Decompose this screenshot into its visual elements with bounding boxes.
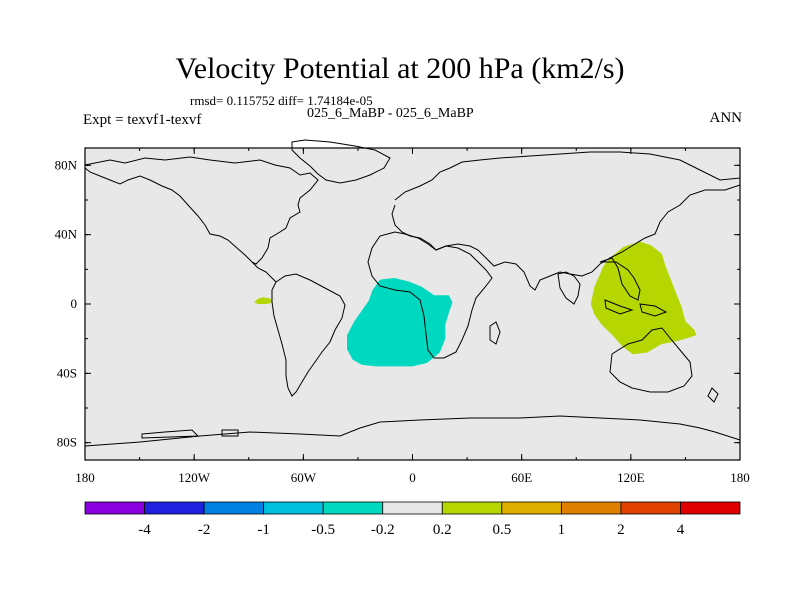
lon-tick-label: 0	[409, 470, 416, 485]
rmsd-diff-stats: rmsd= 0.115752 diff= 1.74184e-05	[190, 93, 373, 108]
lon-tick-label: 60W	[291, 470, 317, 485]
experiment-label: Expt = texvf1-texvf	[83, 112, 202, 128]
colorbar-label: -1	[257, 522, 270, 538]
colorbar-label: 4	[677, 522, 685, 538]
colorbar-swatch	[84, 501, 145, 515]
colorbar-swatch	[680, 501, 741, 515]
colorbar-label: -0.5	[311, 522, 335, 538]
colorbar-swatch	[620, 501, 681, 515]
colorbar-swatch	[263, 501, 324, 515]
colorbar-label: 1	[558, 522, 566, 538]
colorbar: -4 -2 -1 -0.5 -0.2 0.2 0.5 1 2 4	[84, 501, 741, 538]
case-names: 025_6_MaBP - 025_6_MaBP	[307, 106, 474, 121]
lon-tick-label: 60E	[511, 470, 532, 485]
colorbar-label: -2	[198, 522, 211, 538]
coastline-africa	[367, 231, 493, 359]
colorbar-swatch	[382, 501, 443, 515]
coastline-australia	[609, 327, 693, 393]
lon-tick-label: 120E	[617, 470, 645, 485]
continent-outlines	[84, 139, 741, 447]
season-label: ANN	[709, 110, 743, 126]
lat-tick-label: 40N	[55, 227, 78, 242]
lon-tick-label: 120W	[178, 470, 211, 485]
lat-tick-label: 80N	[55, 157, 78, 172]
map-axes: 80N 40N 0 40S 80S 180 120W 60W 0 60E 120E 180	[55, 148, 750, 485]
colorbar-label: 0.2	[433, 522, 452, 538]
lat-tick-label: 0	[71, 296, 78, 311]
anomaly-equatorial-east-pacific-positive	[254, 297, 273, 304]
colorbar-label: 0.5	[492, 522, 511, 538]
lon-tick-label: 180	[75, 470, 95, 485]
lat-tick-label: 40S	[57, 365, 77, 380]
coastline-central-america	[251, 261, 277, 283]
anomaly-regions	[254, 241, 697, 367]
coastline-antarctica	[84, 415, 741, 447]
plot-title: Velocity Potential at 200 hPa (km2/s)	[175, 52, 625, 85]
colorbar-swatch	[322, 501, 384, 515]
anomaly-tropical-atlantic-negative	[347, 278, 453, 367]
coastline-north-america	[84, 156, 319, 265]
colorbar-label: -0.2	[371, 522, 395, 538]
lon-tick-label: 180	[730, 470, 750, 485]
coastline-eurasia	[391, 151, 741, 291]
colorbar-label: 2	[617, 522, 625, 538]
colorbar-swatch	[203, 501, 265, 515]
colorbar-label: -4	[138, 522, 151, 538]
colorbar-swatch	[441, 501, 503, 515]
colorbar-swatch	[501, 501, 562, 515]
coastline-india	[557, 271, 581, 305]
colorbar-swatch	[144, 501, 205, 515]
colorbar-swatch	[560, 501, 622, 515]
coastline-madagascar	[489, 321, 501, 345]
coastline-antarctic-islands	[141, 429, 239, 439]
coastline-maritime-continent	[599, 257, 668, 317]
anomaly-maritime-continent-positive	[590, 241, 697, 355]
lat-tick-label: 80S	[57, 435, 77, 450]
coastline-new-zealand	[707, 387, 719, 403]
coastline-south-america	[271, 273, 346, 397]
coastline-greenland	[291, 139, 391, 184]
